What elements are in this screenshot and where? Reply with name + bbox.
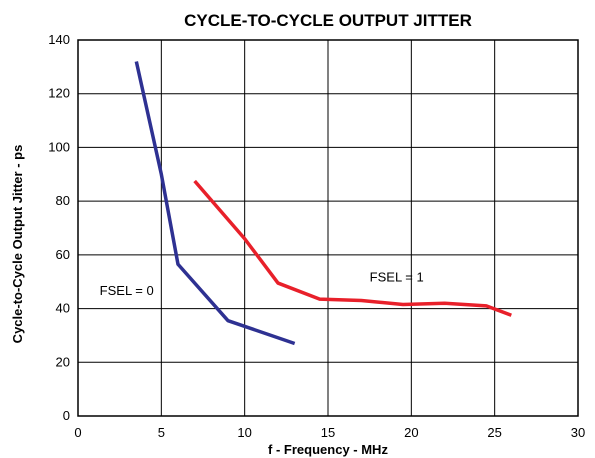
x-tick-label: 20 xyxy=(404,425,418,440)
x-tick-labels: 0 5 10 15 20 25 30 xyxy=(74,425,585,440)
y-tick-label: 60 xyxy=(56,247,70,262)
series-line-fsel-1 xyxy=(193,179,512,317)
y-tick-label: 80 xyxy=(56,193,70,208)
annotations: FSEL = 0 FSEL = 1 xyxy=(100,270,424,298)
chart-title: CYCLE-TO-CYCLE OUTPUT JITTER xyxy=(184,11,472,30)
x-tick-label: 10 xyxy=(237,425,251,440)
y-tick-label: 140 xyxy=(48,32,70,47)
x-tick-label: 25 xyxy=(487,425,501,440)
plot-frame xyxy=(77,39,579,417)
series-annotation: FSEL = 0 xyxy=(100,283,154,298)
grid-lines xyxy=(77,39,579,417)
x-tick-label: 30 xyxy=(571,425,585,440)
y-tick-labels: 0 20 40 60 80 100 120 140 xyxy=(48,32,70,423)
y-tick-label: 100 xyxy=(48,139,70,154)
y-axis-label: Cycle-to-Cycle Output Jitter - ps xyxy=(10,145,25,344)
series-line-fsel-0 xyxy=(134,61,296,346)
series-layer xyxy=(134,61,512,346)
x-axis-label: f - Frequency - MHz xyxy=(268,442,388,457)
x-tick-label: 15 xyxy=(321,425,335,440)
y-tick-label: 0 xyxy=(63,408,70,423)
y-tick-label: 120 xyxy=(48,86,70,101)
y-tick-label: 40 xyxy=(56,301,70,316)
y-tick-label: 20 xyxy=(56,354,70,369)
x-tick-label: 5 xyxy=(158,425,165,440)
series-annotation: FSEL = 1 xyxy=(370,270,424,285)
x-tick-label: 0 xyxy=(74,425,81,440)
